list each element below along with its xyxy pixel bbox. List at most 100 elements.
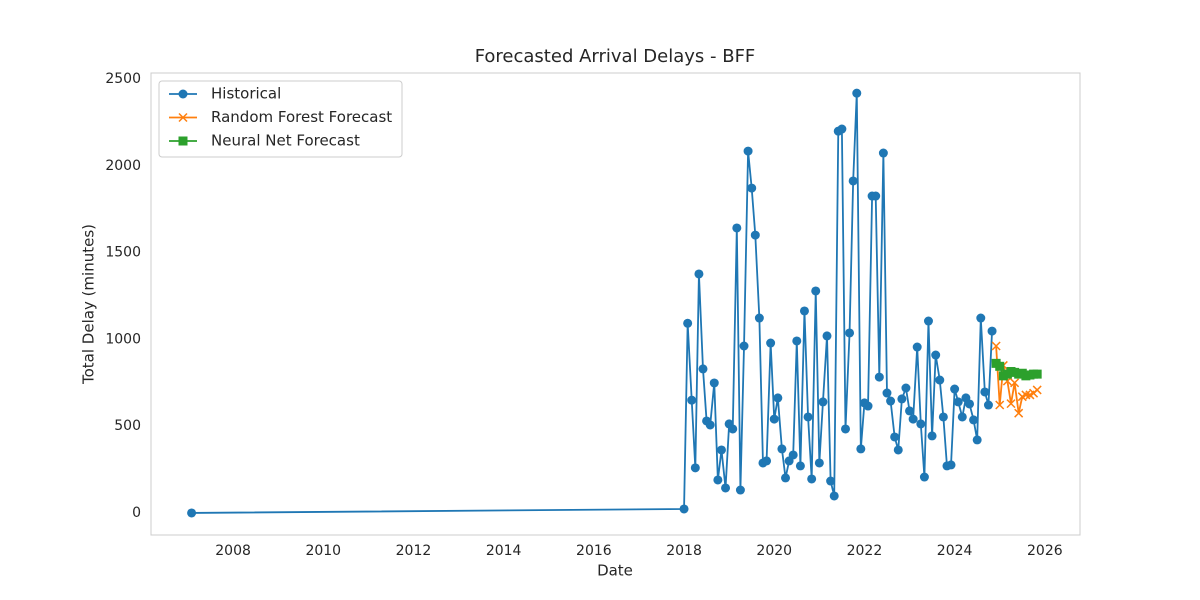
marker — [927, 431, 937, 441]
marker — [845, 328, 855, 338]
marker — [807, 474, 817, 484]
marker — [690, 463, 700, 473]
marker — [916, 419, 926, 429]
legend-box — [158, 80, 403, 158]
marker — [987, 326, 997, 336]
marker — [935, 375, 945, 385]
marker — [878, 148, 888, 158]
marker — [679, 504, 689, 514]
marker — [1006, 399, 1016, 409]
marker — [728, 424, 738, 434]
x-tick-label: 2018 — [666, 543, 702, 559]
marker — [792, 336, 802, 346]
marker — [919, 472, 929, 482]
legend-label: Random Forest Forecast — [211, 108, 392, 126]
marker — [766, 338, 776, 348]
marker — [811, 286, 821, 296]
marker — [995, 361, 1005, 371]
x-tick-label: 2016 — [576, 543, 612, 559]
marker — [991, 341, 1001, 351]
marker — [871, 191, 881, 201]
x-tick-label: 2012 — [396, 543, 432, 559]
y-tick-label: 0 — [132, 505, 141, 521]
legend-label: Historical — [211, 85, 281, 103]
marker — [705, 420, 715, 430]
marker — [777, 444, 787, 454]
marker — [983, 400, 993, 410]
marker — [735, 485, 745, 495]
marker — [852, 88, 862, 98]
x-tick-label: 2026 — [1027, 543, 1063, 559]
marker — [178, 89, 188, 99]
marker — [743, 146, 753, 156]
marker — [976, 313, 986, 323]
marker — [799, 306, 809, 316]
marker — [781, 473, 791, 483]
marker — [848, 176, 858, 186]
marker — [713, 475, 723, 485]
marker — [795, 461, 805, 471]
marker — [747, 183, 757, 193]
marker — [863, 401, 873, 411]
marker — [912, 342, 922, 352]
marker — [953, 397, 963, 407]
marker — [694, 269, 704, 279]
marker — [788, 450, 798, 460]
chart-title: Forecasted Arrival Delays - BFF — [475, 46, 756, 67]
marker — [890, 432, 900, 442]
marker — [837, 124, 847, 134]
marker — [762, 456, 772, 466]
marker — [1032, 369, 1042, 379]
x-tick-label: 2020 — [756, 543, 792, 559]
legend-label: Neural Net Forecast — [211, 132, 360, 150]
x-tick-label: 2010 — [305, 543, 341, 559]
marker — [1010, 378, 1020, 388]
y-tick-label: 1500 — [105, 245, 141, 261]
marker — [803, 412, 813, 422]
marker — [739, 341, 749, 351]
marker — [178, 136, 188, 146]
marker — [980, 387, 990, 397]
marker — [732, 223, 742, 233]
marker — [897, 394, 907, 404]
marker — [818, 397, 828, 407]
marker — [687, 395, 697, 405]
marker — [874, 372, 884, 382]
marker — [840, 424, 850, 434]
marker — [721, 483, 731, 493]
x-tick-label: 2022 — [847, 543, 883, 559]
marker — [995, 400, 1005, 410]
marker — [716, 445, 726, 455]
plot-frame — [150, 72, 1081, 536]
marker — [923, 316, 933, 326]
marker — [969, 415, 979, 425]
marker — [938, 412, 948, 422]
marker — [957, 412, 967, 422]
marker — [773, 393, 783, 403]
marker — [826, 476, 836, 486]
y-tick-label: 1000 — [105, 331, 141, 347]
marker — [814, 458, 824, 468]
marker — [905, 406, 915, 416]
marker — [901, 383, 911, 393]
marker — [972, 435, 982, 445]
x-tick-label: 2008 — [215, 543, 251, 559]
marker — [822, 331, 832, 341]
marker — [829, 491, 839, 501]
marker — [754, 313, 764, 323]
x-tick-label: 2024 — [937, 543, 973, 559]
y-tick-label: 2000 — [105, 158, 141, 174]
marker — [886, 396, 896, 406]
y-axis-label: Total Delay (minutes) — [80, 224, 98, 385]
marker — [882, 388, 892, 398]
marker — [908, 414, 918, 424]
marker — [1021, 390, 1031, 400]
marker — [750, 230, 760, 240]
legend: Historical Random Forest Forecast Neural N… — [158, 80, 403, 158]
marker — [965, 399, 975, 409]
marker — [931, 350, 941, 360]
marker — [698, 364, 708, 374]
marker — [769, 414, 779, 424]
y-tick-label: 500 — [114, 418, 141, 434]
marker — [1032, 385, 1042, 395]
